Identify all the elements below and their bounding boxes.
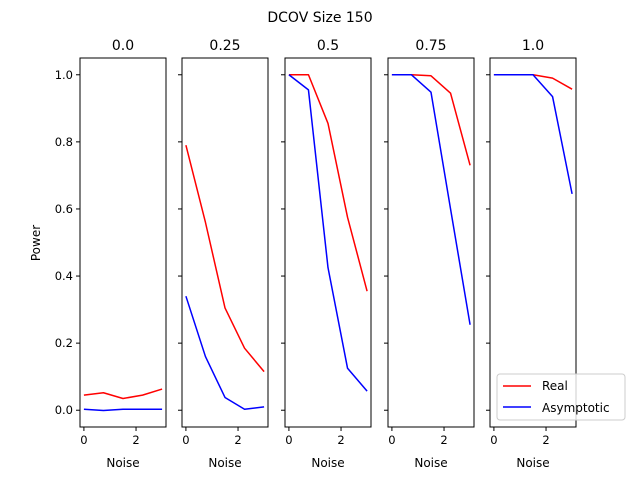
axes-frame-panel-0 (79, 57, 167, 428)
series-line-real-panel-1 (185, 145, 265, 373)
series-line-real-panel-2 (288, 74, 368, 292)
y-tick-label: 0.2 (55, 336, 73, 350)
series-line-asymptotic-panel-3 (391, 74, 471, 325)
series-line-asymptotic-panel-1 (185, 295, 265, 410)
x-axis-label-panel-3: Noise (414, 456, 447, 470)
x-tick-label-panel-1: 2 (234, 433, 241, 447)
y-tick-label: 0.6 (55, 202, 73, 216)
figure-title: DCOV Size 150 (267, 10, 372, 26)
x-tick-label-panel-2: 2 (337, 433, 344, 447)
panel-title-1: 0.25 (209, 38, 240, 54)
axes-frame-panel-1 (181, 57, 269, 428)
panel-1: 0.25 0 2 Noise (178, 38, 269, 470)
axes-frame-panel-3 (387, 57, 475, 428)
series-line-asymptotic-panel-2 (288, 74, 368, 392)
y-axis-label: Power (29, 225, 43, 261)
panel-2: 0.5 0 2 Noise (281, 38, 372, 470)
legend-label-asymptotic: Asymptotic (542, 401, 610, 415)
series-line-real-panel-0 (83, 388, 163, 400)
series-line-asymptotic-panel-0 (83, 408, 163, 412)
x-tick-label-panel-2: 0 (285, 433, 292, 447)
series-line-asymptotic-panel-4 (493, 74, 573, 195)
x-axis-label-panel-4: Noise (516, 456, 549, 470)
x-axis-label-panel-0: Noise (106, 456, 139, 470)
y-tick-label: 0.0 (55, 403, 73, 417)
axes-frame-panel-2 (284, 57, 372, 428)
x-tick-label-panel-0: 2 (132, 433, 139, 447)
y-tick-label: 0.8 (55, 135, 73, 149)
panel-title-2: 0.5 (317, 38, 339, 54)
panel-4: 1.0 0 2 Noise (486, 38, 577, 470)
y-tick-label: 0.4 (55, 269, 73, 283)
x-axis-label-panel-1: Noise (208, 456, 241, 470)
x-tick-label-panel-3: 0 (388, 433, 395, 447)
legend-label-real: Real (542, 379, 568, 393)
axes-frame-panel-4 (489, 57, 577, 428)
panel-title-4: 1.0 (522, 38, 544, 54)
x-tick-label-panel-4: 2 (542, 433, 549, 447)
x-tick-label-panel-0: 0 (80, 433, 87, 447)
y-tick-label: 1.0 (55, 68, 73, 82)
panel-0: 0.0 0 2 0.0 0.2 0.4 0.6 0.8 1.0 Noise (55, 38, 167, 470)
x-tick-label-panel-1: 0 (182, 433, 189, 447)
panel-title-3: 0.75 (415, 38, 446, 54)
legend: Real Asymptotic (496, 373, 626, 421)
panel-3: 0.75 0 2 Noise (384, 38, 475, 470)
x-tick-label-panel-3: 2 (440, 433, 447, 447)
panel-title-0: 0.0 (112, 38, 134, 54)
x-axis-label-panel-2: Noise (311, 456, 344, 470)
x-tick-label-panel-4: 0 (490, 433, 497, 447)
